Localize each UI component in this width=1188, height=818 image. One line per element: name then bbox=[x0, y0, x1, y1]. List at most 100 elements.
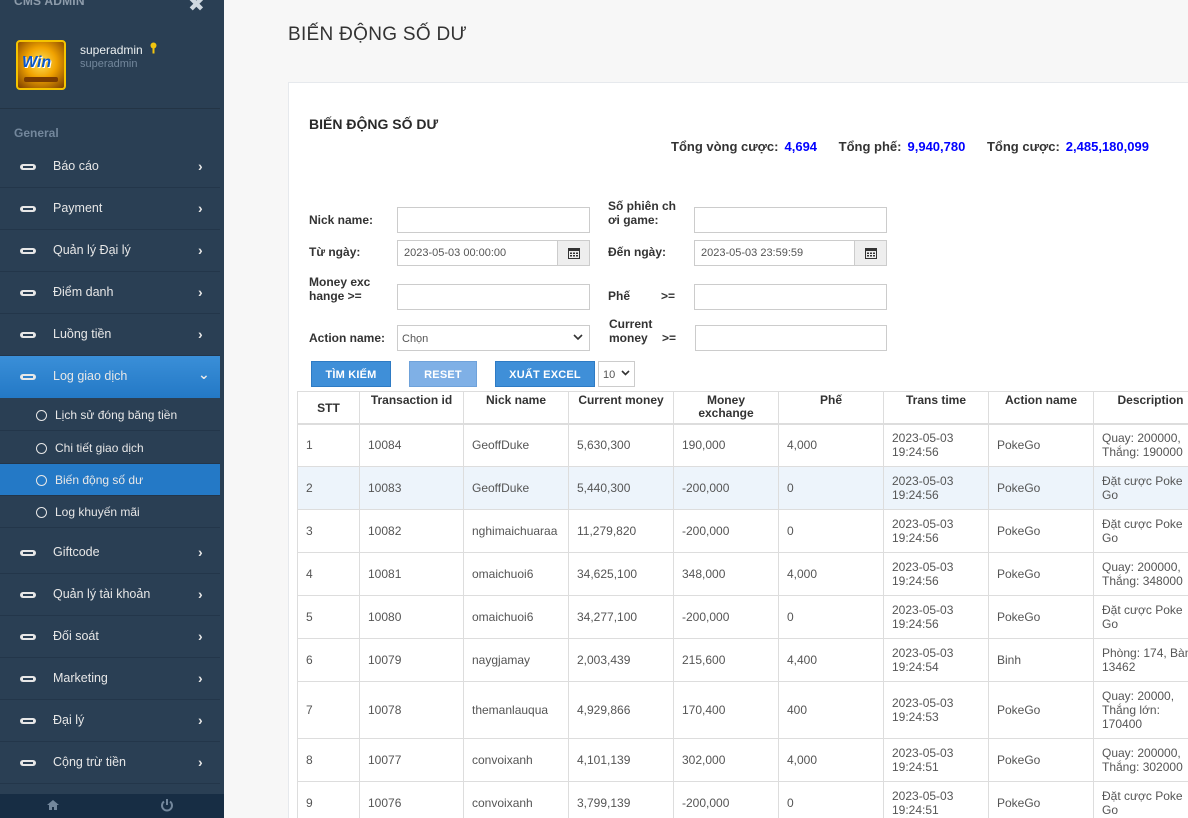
action-name-select[interactable]: Chọn bbox=[397, 325, 590, 351]
gamepad-icon bbox=[20, 327, 36, 343]
cell-nick-name: nghimaichuaraa bbox=[463, 509, 569, 553]
table-row[interactable]: 3 10082 nghimaichuaraa 11,279,820 -200,000 0 2… bbox=[297, 509, 1188, 553]
col-header-trans-time[interactable]: Trans time bbox=[883, 391, 989, 425]
sidebar-item-label: Payment bbox=[53, 201, 103, 215]
current-money-input[interactable] bbox=[695, 325, 887, 351]
table-row[interactable]: 6 10079 naygjamay 2,003,439 215,600 4,400 2023… bbox=[297, 638, 1188, 682]
chevron-right-icon: › bbox=[198, 158, 203, 174]
cell-stt: 4 bbox=[297, 552, 360, 596]
avatar: Win bbox=[16, 40, 66, 90]
table-row[interactable]: 7 10078 themanlauqua 4,929,866 170,400 400 202… bbox=[297, 681, 1188, 739]
col-header-current-money[interactable]: Current money bbox=[568, 391, 674, 425]
sidebar-item-luong-tien[interactable]: Luồng tiền › bbox=[0, 314, 220, 356]
phe-input[interactable] bbox=[694, 284, 887, 310]
cell-transaction-id: 10079 bbox=[359, 638, 464, 682]
reset-button[interactable]: RESET bbox=[409, 361, 477, 387]
cell-trans-time: 2023-05-03 19:24:56 bbox=[883, 595, 989, 639]
from-date-input[interactable]: 2023-05-03 00:00:00 bbox=[397, 240, 590, 266]
col-header-money-exchange[interactable]: Money exchange bbox=[673, 391, 779, 425]
col-header-action-name[interactable]: Action name bbox=[988, 391, 1094, 425]
cell-stt: 9 bbox=[297, 781, 360, 818]
sidebar-item-bao-cao[interactable]: Báo cáo › bbox=[0, 146, 220, 188]
cell-description: Quay: 200000, Thắng: 348000 bbox=[1093, 552, 1188, 596]
sidebar-item-label: Quản lý Đại lý bbox=[53, 243, 131, 257]
chevron-right-icon: › bbox=[198, 712, 203, 728]
sidebar-item-doi-soat[interactable]: Đối soát › bbox=[0, 616, 220, 658]
sidebar-item-quan-ly-dai-ly[interactable]: Quản lý Đại lý › bbox=[0, 230, 220, 272]
gamepad-icon bbox=[20, 587, 36, 603]
gamepad-icon bbox=[20, 369, 36, 385]
export-excel-button[interactable]: XUẤT EXCEL bbox=[495, 361, 595, 387]
nick-name-input[interactable] bbox=[397, 207, 590, 233]
sidebar-subitem-chi-tiet-giao-dich[interactable]: Chi tiết giao dịch bbox=[0, 432, 220, 464]
sidebar-item-label: Đại lý bbox=[53, 713, 85, 727]
main-content: BIẾN ĐỘNG SỐ DƯ BIẾN ĐỘNG SỐ DƯ Tổng vòn… bbox=[224, 0, 1188, 818]
table-row[interactable]: 1 10084 GeoffDuke 5,630,300 190,000 4,000 2023… bbox=[297, 423, 1188, 467]
cell-current-money: 34,625,100 bbox=[568, 552, 674, 596]
cell-money-exchange: 190,000 bbox=[673, 423, 779, 467]
table-row[interactable]: 8 10077 convoixanh 4,101,139 302,000 4,000 202… bbox=[297, 738, 1188, 782]
cell-phe: 0 bbox=[778, 781, 884, 818]
home-icon[interactable] bbox=[46, 798, 60, 814]
table-row[interactable]: 2 10083 GeoffDuke 5,440,300 -200,000 0 2023-05… bbox=[297, 466, 1188, 510]
close-icon[interactable]: ✖ bbox=[188, 0, 205, 16]
cell-money-exchange: 348,000 bbox=[673, 552, 779, 596]
col-header-nick-name[interactable]: Nick name bbox=[463, 391, 569, 425]
cell-nick-name: omaichuoi6 bbox=[463, 595, 569, 639]
cell-stt: 6 bbox=[297, 638, 360, 682]
money-exchange-input[interactable] bbox=[397, 284, 590, 310]
cell-description: Quay: 200000, Thắng: 302000 bbox=[1093, 738, 1188, 782]
action-name-label: Action name: bbox=[309, 331, 386, 345]
col-header-transaction-id[interactable]: Transaction id bbox=[359, 391, 464, 425]
sidebar-item-diem-danh[interactable]: Điểm danh › bbox=[0, 272, 220, 314]
calendar-icon[interactable] bbox=[557, 241, 589, 265]
to-date-input[interactable]: 2023-05-03 23:59:59 bbox=[694, 240, 887, 266]
sidebar-subitem-bien-dong-so-du[interactable]: Biến động số dư bbox=[0, 464, 220, 496]
cell-current-money: 4,101,139 bbox=[568, 738, 674, 782]
col-header-description[interactable]: Description bbox=[1093, 391, 1188, 425]
table-row[interactable]: 5 10080 omaichuoi6 34,277,100 -200,000 0 2023-… bbox=[297, 595, 1188, 639]
sidebar-subitem-lich-su-dong-bang-tien[interactable]: Lịch sử đóng băng tiền bbox=[0, 399, 220, 431]
page-size-select[interactable]: 10 bbox=[598, 361, 635, 387]
from-date-value: 2023-05-03 00:00:00 bbox=[404, 247, 507, 259]
from-date-label: Từ ngày: bbox=[309, 245, 361, 259]
current-money-label-line1: Current bbox=[609, 317, 653, 331]
sidebar-item-label: Điểm danh bbox=[53, 285, 114, 299]
sidebar-item-giftcode[interactable]: Giftcode › bbox=[0, 532, 220, 574]
sidebar-item-payment[interactable]: Payment › bbox=[0, 188, 220, 230]
power-icon[interactable] bbox=[160, 798, 174, 815]
sidebar-item-quan-ly-tai-khoan[interactable]: Quản lý tài khoản › bbox=[0, 574, 220, 616]
money-exchange-label-line2: hange >= bbox=[309, 289, 362, 303]
cell-action-name: PokeGo bbox=[988, 423, 1094, 467]
cell-transaction-id: 10082 bbox=[359, 509, 464, 553]
cell-trans-time: 2023-05-03 19:24:56 bbox=[883, 466, 989, 510]
sidebar-item-log-giao-dich[interactable]: Log giao dịch ⌄ bbox=[0, 356, 220, 398]
sidebar-subitem-log-khuyen-mai[interactable]: Log khuyến mãi bbox=[0, 496, 220, 528]
sidebar-item-dai-ly[interactable]: Đại lý › bbox=[0, 700, 220, 742]
cell-stt: 7 bbox=[297, 681, 360, 739]
table-header-row: STT Transaction id Nick name Current mon… bbox=[297, 391, 1188, 425]
session-input[interactable] bbox=[694, 207, 887, 233]
page-size-value: 10 bbox=[603, 369, 616, 381]
chevron-down-icon bbox=[621, 367, 630, 382]
gamepad-icon bbox=[20, 285, 36, 301]
sidebar-item-marketing[interactable]: Marketing › bbox=[0, 658, 220, 700]
cell-description: Đặt cược Poke Go bbox=[1093, 509, 1188, 553]
cell-current-money: 2,003,439 bbox=[568, 638, 674, 682]
chevron-down-icon bbox=[573, 331, 583, 346]
cell-action-name: PokeGo bbox=[988, 595, 1094, 639]
sidebar-item-cong-tru-tien[interactable]: Cộng trừ tiền › bbox=[0, 742, 220, 784]
cell-money-exchange: 170,400 bbox=[673, 681, 779, 739]
table-row[interactable]: 9 10076 convoixanh 3,799,139 -200,000 0 2023-0… bbox=[297, 781, 1188, 818]
user-name: superadmin bbox=[80, 42, 158, 57]
search-button[interactable]: TÌM KIẾM bbox=[311, 361, 391, 387]
cell-description: Quay: 20000, Thắng lớn: 170400 bbox=[1093, 681, 1188, 739]
calendar-icon[interactable] bbox=[854, 241, 886, 265]
gamepad-icon bbox=[20, 545, 36, 561]
panel-title: BIẾN ĐỘNG SỐ DƯ bbox=[309, 116, 439, 132]
table-row[interactable]: 4 10081 omaichuoi6 34,625,100 348,000 4,000 20… bbox=[297, 552, 1188, 596]
col-header-phe[interactable]: Phế bbox=[778, 391, 884, 425]
summary-stats: Tổng vòng cược: 4,694 Tổng phế: 9,940,780 … bbox=[671, 139, 1149, 154]
col-header-stt[interactable]: STT bbox=[297, 391, 360, 425]
cell-stt: 3 bbox=[297, 509, 360, 553]
